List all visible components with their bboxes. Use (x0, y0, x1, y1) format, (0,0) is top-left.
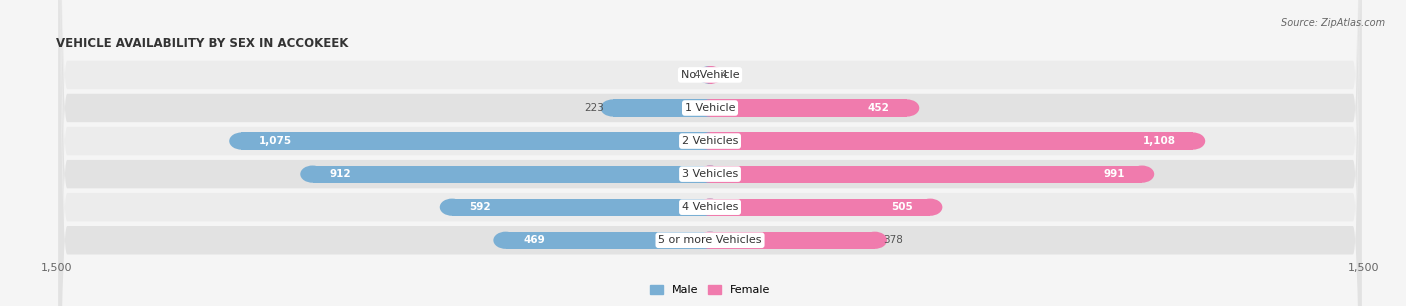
Bar (312, 166, 710, 183)
Bar (709, 66, 710, 84)
Text: 223: 223 (585, 103, 605, 113)
Ellipse shape (697, 99, 723, 117)
Ellipse shape (697, 199, 723, 216)
Ellipse shape (697, 66, 723, 84)
Bar (710, 166, 1142, 183)
Text: 469: 469 (523, 235, 544, 245)
FancyBboxPatch shape (59, 0, 1361, 306)
Ellipse shape (494, 232, 517, 249)
Text: 1,075: 1,075 (259, 136, 292, 146)
Bar (242, 132, 710, 150)
Text: 912: 912 (330, 169, 352, 179)
Text: VEHICLE AVAILABILITY BY SEX IN ACCOKEEK: VEHICLE AVAILABILITY BY SEX IN ACCOKEEK (56, 37, 349, 50)
Ellipse shape (697, 166, 723, 183)
Ellipse shape (1129, 166, 1154, 183)
Bar (710, 132, 1192, 150)
FancyBboxPatch shape (59, 0, 1361, 306)
Bar (710, 199, 931, 216)
Bar (710, 232, 875, 249)
Ellipse shape (697, 199, 723, 216)
Text: 1 Vehicle: 1 Vehicle (685, 103, 735, 113)
Text: 1,108: 1,108 (1143, 136, 1175, 146)
Ellipse shape (697, 232, 723, 249)
Text: 378: 378 (883, 235, 904, 245)
Text: 4: 4 (720, 70, 727, 80)
Bar (506, 232, 710, 249)
Ellipse shape (301, 166, 325, 183)
Bar (710, 66, 711, 84)
Text: No Vehicle: No Vehicle (681, 70, 740, 80)
Ellipse shape (697, 132, 723, 150)
Ellipse shape (697, 166, 723, 183)
FancyBboxPatch shape (59, 0, 1361, 306)
Ellipse shape (918, 199, 942, 216)
Text: 991: 991 (1104, 169, 1125, 179)
FancyBboxPatch shape (59, 0, 1361, 306)
Ellipse shape (1181, 132, 1205, 150)
Ellipse shape (696, 66, 720, 84)
Text: 4 Vehicles: 4 Vehicles (682, 202, 738, 212)
Ellipse shape (229, 132, 253, 150)
Text: 592: 592 (470, 202, 491, 212)
Text: 452: 452 (868, 103, 890, 113)
Ellipse shape (600, 99, 626, 117)
Ellipse shape (894, 99, 920, 117)
Bar (710, 99, 907, 117)
Ellipse shape (697, 99, 723, 117)
Text: 4: 4 (693, 70, 700, 80)
FancyBboxPatch shape (59, 0, 1361, 306)
Text: Source: ZipAtlas.com: Source: ZipAtlas.com (1281, 18, 1385, 28)
Ellipse shape (862, 232, 887, 249)
Ellipse shape (697, 232, 723, 249)
Legend: Male, Female: Male, Female (645, 281, 775, 300)
Ellipse shape (700, 66, 724, 84)
FancyBboxPatch shape (59, 0, 1361, 306)
Text: 5 or more Vehicles: 5 or more Vehicles (658, 235, 762, 245)
Bar (613, 99, 710, 117)
Ellipse shape (697, 132, 723, 150)
Text: 3 Vehicles: 3 Vehicles (682, 169, 738, 179)
Ellipse shape (697, 66, 723, 84)
Ellipse shape (440, 199, 464, 216)
Bar (451, 199, 710, 216)
Text: 2 Vehicles: 2 Vehicles (682, 136, 738, 146)
Text: 505: 505 (891, 202, 912, 212)
